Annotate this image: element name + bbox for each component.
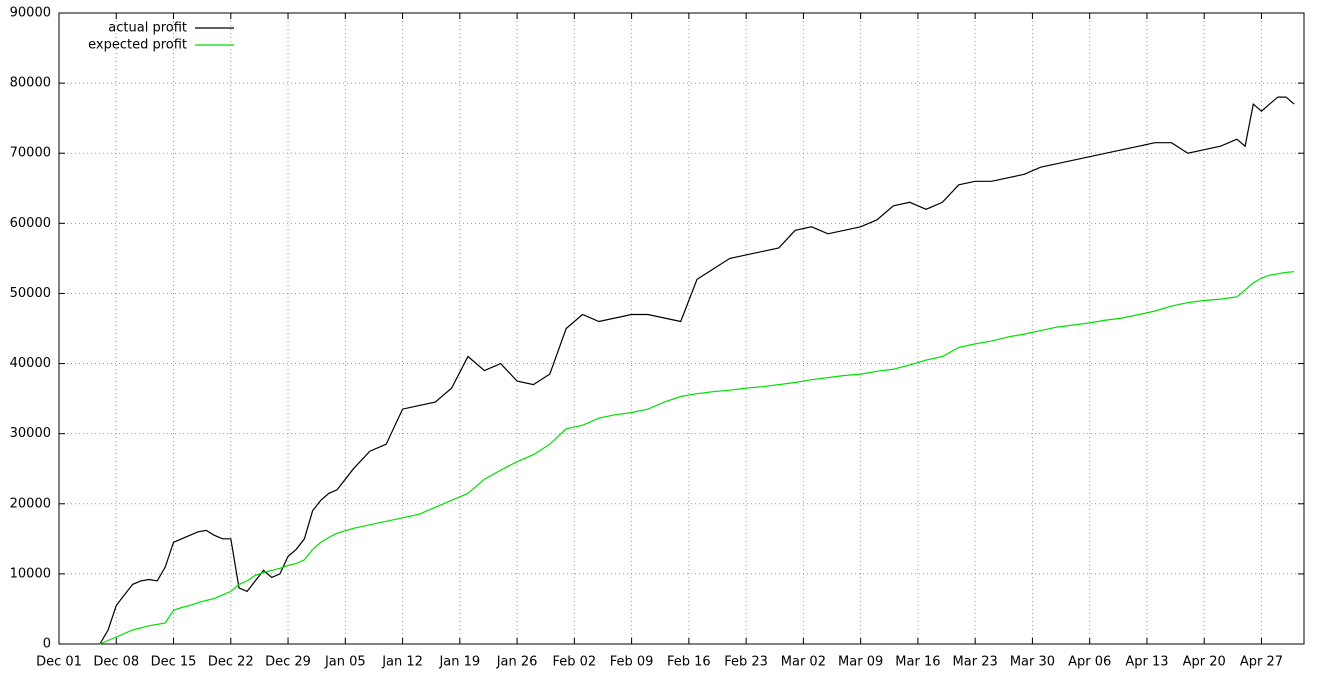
x-tick-label: Dec 29 [265, 655, 311, 670]
x-tick-label: Dec 22 [208, 655, 254, 670]
x-tick-label: Feb 09 [610, 655, 654, 670]
x-tick-label: Jan 26 [496, 655, 538, 670]
x-tick-label: Mar 30 [1010, 655, 1055, 670]
x-tick-label: Mar 02 [781, 655, 826, 670]
y-tick-label: 0 [43, 637, 51, 652]
x-tick-label: Apr 27 [1240, 655, 1283, 670]
y-tick-label: 20000 [10, 496, 51, 511]
x-tick-label: Jan 19 [438, 655, 480, 670]
line [99, 96, 1295, 645]
legend-label: expected profit [88, 38, 187, 53]
legend-label: actual profit [108, 21, 187, 36]
x-tick-label: Apr 13 [1125, 655, 1168, 670]
x-tick-label: Feb 23 [724, 655, 768, 670]
y-tick-label: 60000 [10, 216, 51, 231]
x-tick-label: Mar 23 [953, 655, 998, 670]
x-tick-label: Dec 15 [151, 655, 197, 670]
y-tick-label: 10000 [10, 566, 51, 581]
x-tick-label: Jan 12 [381, 655, 423, 670]
x-tick-label: Apr 20 [1183, 655, 1226, 670]
y-tick-label: 30000 [10, 426, 51, 441]
y-tick-label: 50000 [10, 286, 51, 301]
x-tick-label: Dec 01 [36, 655, 82, 670]
y-tick-label: 80000 [10, 76, 51, 91]
x-tick-label: Mar 16 [895, 655, 940, 670]
y-tick-label: 40000 [10, 356, 51, 371]
plot-border [58, 12, 1305, 645]
x-tick-label: Dec 08 [93, 655, 139, 670]
x-tick-label: Mar 09 [838, 655, 883, 670]
x-tick-label: Apr 06 [1068, 655, 1111, 670]
x-tick-label: Jan 05 [324, 655, 366, 670]
line [99, 271, 1295, 645]
y-tick-label: 90000 [10, 6, 51, 21]
x-tick-label: Feb 16 [667, 655, 711, 670]
x-tick-label: Feb 02 [552, 655, 596, 670]
y-tick-label: 70000 [10, 146, 51, 161]
